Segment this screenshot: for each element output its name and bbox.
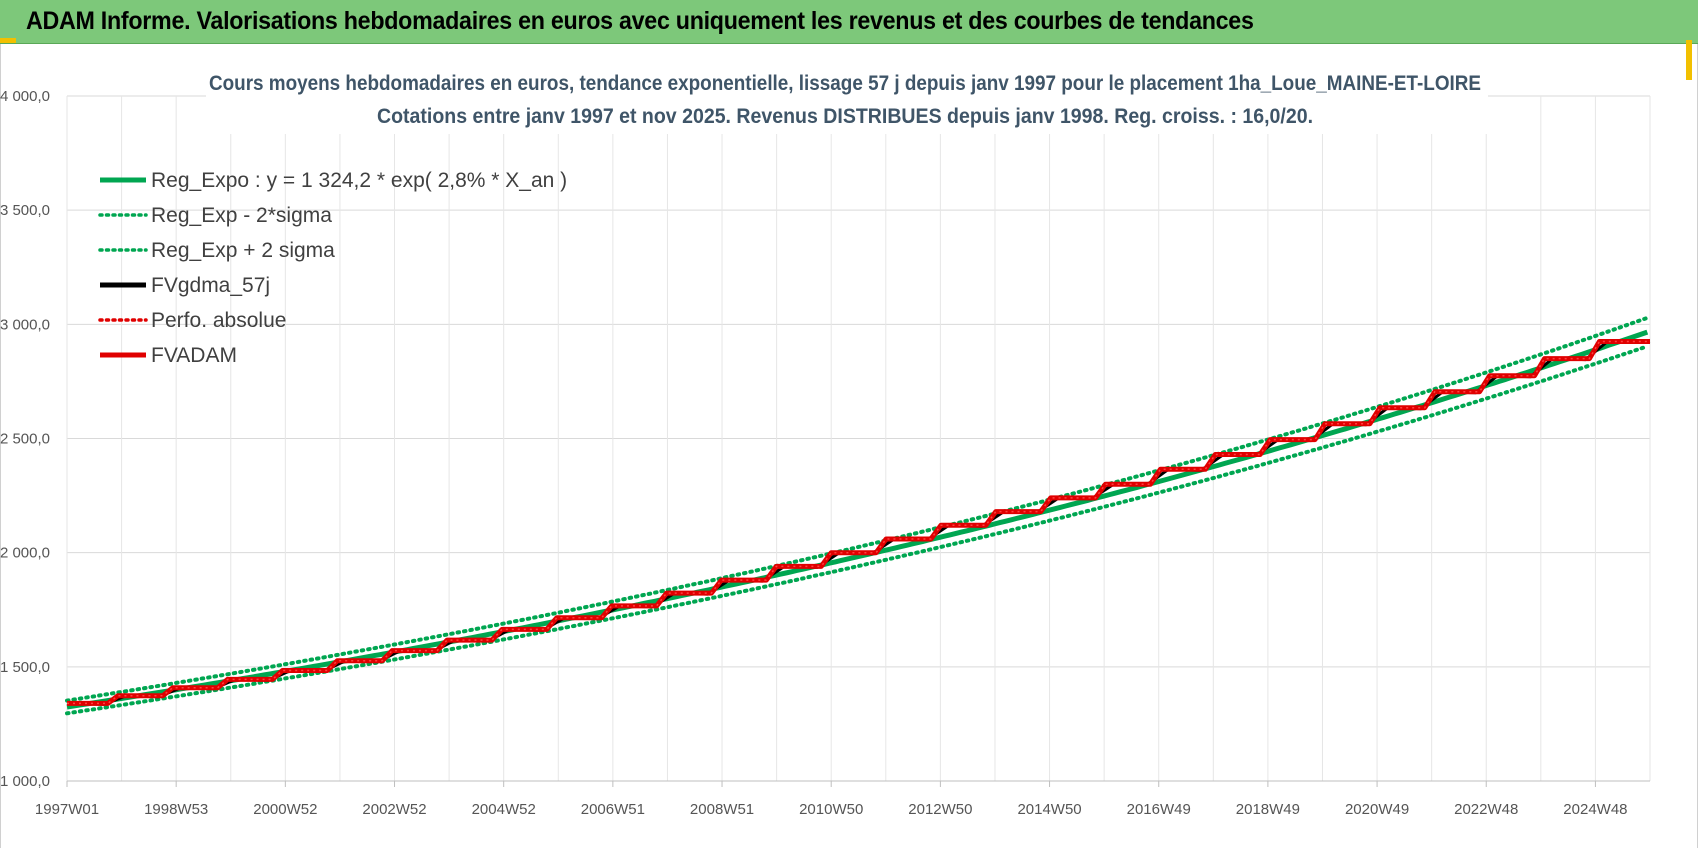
legend-label: FVADAM: [151, 344, 237, 367]
series-reg-exp-minus-2sigma: [65, 344, 1650, 716]
corner-marker-right: [1686, 40, 1692, 80]
x-tick-label: 2018W49: [1236, 801, 1300, 818]
corner-marker-left: [0, 38, 16, 43]
x-tick-label: 2008W51: [690, 801, 754, 818]
x-tick-label: 1997W01: [35, 801, 99, 818]
y-tick-label: 1 000,0: [0, 773, 50, 790]
x-tick-label: 2020W49: [1345, 801, 1409, 818]
x-tick-label: 2016W49: [1127, 801, 1191, 818]
x-tick-label: 2004W52: [472, 801, 536, 818]
y-tick-label: 4 000,0: [0, 88, 50, 105]
legend-label: Reg_Expo : y = 1 324,2 * exp( 2,8% * X_a…: [151, 169, 567, 192]
x-tick-label: 1998W53: [144, 801, 208, 818]
series-reg-expo: [66, 329, 1649, 710]
legend-label: Reg_Exp + 2 sigma: [151, 239, 335, 262]
x-tick-label: 2024W48: [1563, 801, 1627, 818]
x-tick-label: 2006W51: [581, 801, 645, 818]
chart-series: [65, 315, 1651, 716]
x-tick-label: 2010W50: [799, 801, 863, 818]
legend-label: Perfo. absolue: [151, 309, 286, 332]
header-bar: ADAM Informe. Valorisations hebdomadaire…: [0, 0, 1698, 44]
series-perfo-absolue: [67, 340, 1650, 705]
chart-legend: Reg_Expo : y = 1 324,2 * exp( 2,8% * X_a…: [98, 169, 567, 367]
chart-axes: 1 000,0 1 500,0 2 000,0 2 500,0 3 000,0 3 500…: [0, 88, 1650, 818]
x-tick-label: 2012W50: [908, 801, 972, 818]
legend-label: Reg_Exp - 2*sigma: [151, 204, 332, 227]
y-tick-label: 3 500,0: [0, 202, 50, 219]
y-tick-label: 1 500,0: [0, 659, 50, 676]
x-tick-label: 2014W50: [1017, 801, 1081, 818]
chart-title-line2: Cotations entre janv 1997 et nov 2025. R…: [377, 105, 1313, 128]
page-title: ADAM Informe. Valorisations hebdomadaire…: [26, 7, 1254, 35]
x-tick-label: 2002W52: [362, 801, 426, 818]
x-tick-label: 2022W48: [1454, 801, 1518, 818]
y-tick-label: 3 000,0: [0, 316, 50, 333]
chart-title-line1: Cours moyens hebdomadaires en euros, ten…: [209, 72, 1481, 95]
title-background: [206, 70, 1488, 134]
series-reg-exp-plus-2sigma: [65, 315, 1650, 703]
legend-label: FVgdma_57j: [151, 274, 270, 297]
y-tick-label: 2 500,0: [0, 431, 50, 448]
y-tick-label: 2 000,0: [0, 545, 50, 562]
x-tick-label: 2000W52: [253, 801, 317, 818]
chart-grid: [66, 95, 1651, 782]
